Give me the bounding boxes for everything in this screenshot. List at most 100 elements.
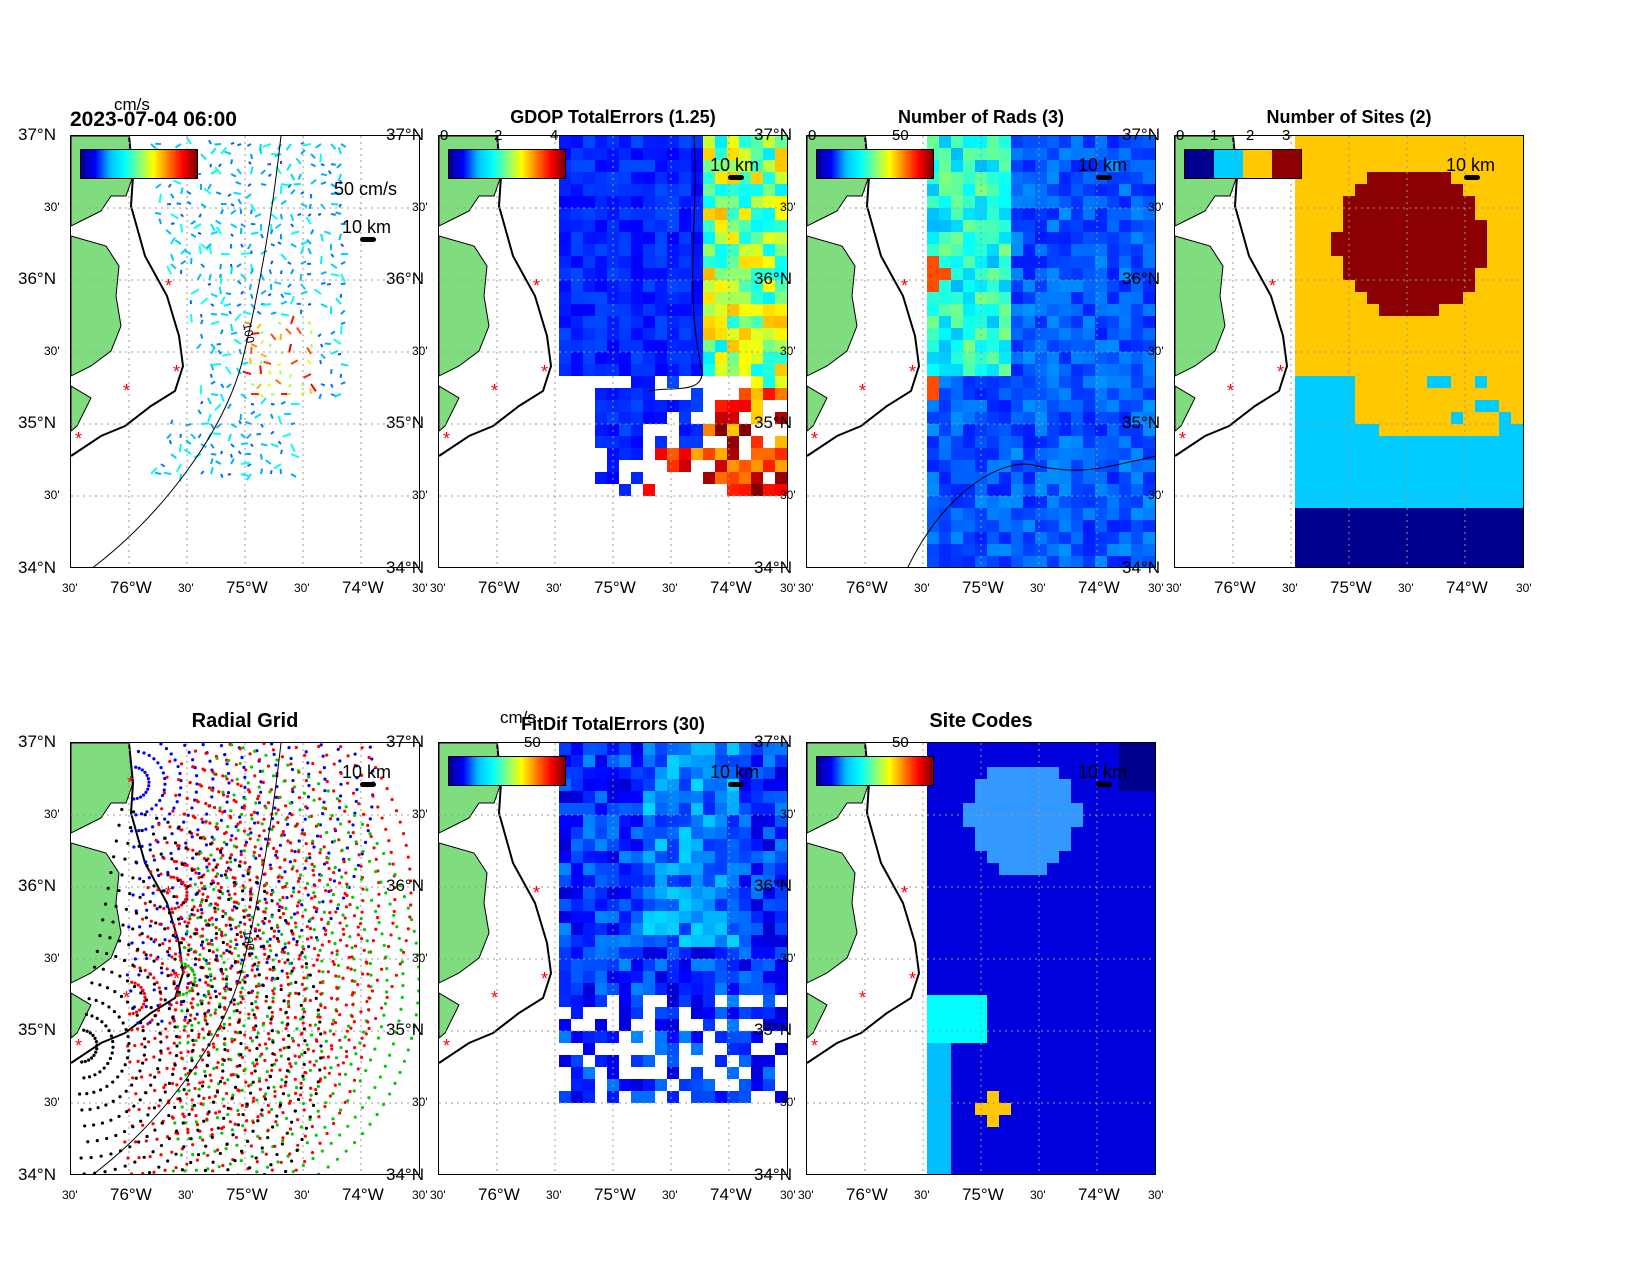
radial-grid-point bbox=[174, 935, 178, 939]
data-cell bbox=[1451, 448, 1463, 460]
radial-grid-point bbox=[169, 752, 173, 756]
data-cell bbox=[1367, 436, 1379, 448]
data-cell bbox=[595, 304, 607, 316]
current-vector bbox=[340, 325, 343, 335]
data-cell bbox=[1463, 196, 1475, 208]
current-vector bbox=[237, 450, 242, 455]
data-cell bbox=[1011, 172, 1023, 184]
radial-grid-point bbox=[288, 961, 292, 965]
radial-grid-point bbox=[225, 842, 229, 846]
radial-grid-point bbox=[144, 998, 149, 1002]
radial-grid-point bbox=[308, 1117, 312, 1121]
data-cell bbox=[939, 400, 951, 412]
radial-grid-point bbox=[323, 1006, 327, 1010]
data-cell bbox=[1439, 400, 1451, 412]
radial-grid-point bbox=[128, 891, 132, 896]
radial-grid-point bbox=[140, 768, 144, 772]
radial-grid-point bbox=[318, 981, 322, 985]
radial-grid-point bbox=[203, 1069, 207, 1074]
data-cell bbox=[631, 136, 643, 148]
timestamp-title: 2023-07-04 06:00 bbox=[70, 108, 237, 131]
radial-grid-point bbox=[225, 975, 229, 979]
data-cell bbox=[1439, 136, 1451, 148]
radial-grid-point bbox=[358, 1041, 362, 1045]
data-cell bbox=[715, 364, 727, 376]
current-vector bbox=[203, 187, 212, 195]
current-vector bbox=[302, 143, 312, 147]
data-cell bbox=[1307, 532, 1319, 544]
radial-grid-point bbox=[200, 817, 204, 821]
radial-grid-point bbox=[193, 962, 197, 967]
data-cell bbox=[787, 304, 788, 316]
data-cell bbox=[1367, 268, 1379, 280]
radial-grid-point bbox=[272, 992, 276, 996]
radial-grid-point bbox=[192, 1103, 197, 1107]
radial-grid-point bbox=[239, 1041, 243, 1046]
data-cell bbox=[951, 232, 963, 244]
data-cell bbox=[1131, 184, 1143, 196]
radial-grid-point bbox=[350, 979, 354, 983]
lat-tick-label: 34°N bbox=[386, 558, 424, 577]
data-cell bbox=[1307, 496, 1319, 508]
data-cell bbox=[1403, 388, 1415, 400]
radial-grid-point bbox=[157, 1070, 161, 1074]
radial-grid-point bbox=[233, 892, 237, 896]
data-cell bbox=[1319, 532, 1331, 544]
radial-grid-point bbox=[175, 1025, 180, 1029]
data-cell bbox=[927, 280, 939, 292]
data-cell bbox=[1331, 304, 1343, 316]
radial-grid-point bbox=[137, 925, 142, 929]
data-cell bbox=[1391, 556, 1403, 567]
radial-grid-point bbox=[200, 1084, 205, 1088]
data-cell bbox=[1475, 148, 1487, 160]
radial-grid-point bbox=[139, 1021, 143, 1025]
radial-grid-point bbox=[161, 942, 165, 946]
radial-grid-point bbox=[80, 1108, 84, 1112]
data-cell bbox=[1511, 268, 1523, 280]
radial-grid-point bbox=[397, 936, 401, 940]
radial-grid-point bbox=[196, 867, 200, 871]
radial-grid-point bbox=[246, 914, 250, 918]
lat-minor-label: 30' bbox=[412, 200, 428, 214]
data-cell bbox=[595, 328, 607, 340]
data-cell bbox=[1391, 436, 1403, 448]
radial-grid-point bbox=[293, 1015, 298, 1020]
data-cell bbox=[1131, 400, 1143, 412]
radial-grid-point bbox=[109, 1034, 113, 1038]
radial-grid-point bbox=[268, 863, 272, 867]
data-cell bbox=[1023, 256, 1035, 268]
radial-grid-point bbox=[175, 1001, 179, 1005]
radial-grid-point bbox=[367, 996, 371, 1000]
data-cell bbox=[1439, 304, 1451, 316]
radial-grid-point bbox=[152, 1055, 156, 1059]
radial-grid-point bbox=[206, 1050, 210, 1054]
data-cell bbox=[1095, 544, 1107, 556]
radial-grid-point bbox=[294, 991, 298, 995]
radial-grid-point bbox=[149, 937, 153, 941]
data-cell bbox=[1319, 232, 1331, 244]
data-cell bbox=[1143, 148, 1155, 160]
data-cell bbox=[1391, 148, 1403, 160]
radial-grid-point bbox=[182, 1088, 186, 1092]
lat-tick-label: 35°N bbox=[18, 413, 56, 432]
radial-grid-point bbox=[195, 891, 199, 895]
data-cell bbox=[1415, 328, 1427, 340]
radial-grid-point bbox=[319, 873, 323, 878]
data-cell bbox=[595, 268, 607, 280]
radial-grid-point bbox=[275, 1152, 279, 1157]
current-vector bbox=[222, 353, 232, 357]
data-cell bbox=[1143, 484, 1155, 496]
data-cell bbox=[1011, 544, 1023, 556]
radial-grid-point bbox=[284, 918, 288, 923]
data-cell bbox=[1523, 232, 1524, 244]
data-cell bbox=[1083, 148, 1095, 160]
current-vector bbox=[268, 269, 272, 275]
data-cell bbox=[691, 256, 703, 268]
radial-grid-point bbox=[145, 1134, 149, 1139]
data-cell bbox=[1023, 292, 1035, 304]
radial-grid-point bbox=[274, 795, 278, 799]
radial-grid-point bbox=[196, 1128, 200, 1132]
radial-grid-point bbox=[240, 1088, 244, 1092]
radial-grid-point bbox=[270, 1010, 274, 1014]
data-cell bbox=[1011, 256, 1023, 268]
